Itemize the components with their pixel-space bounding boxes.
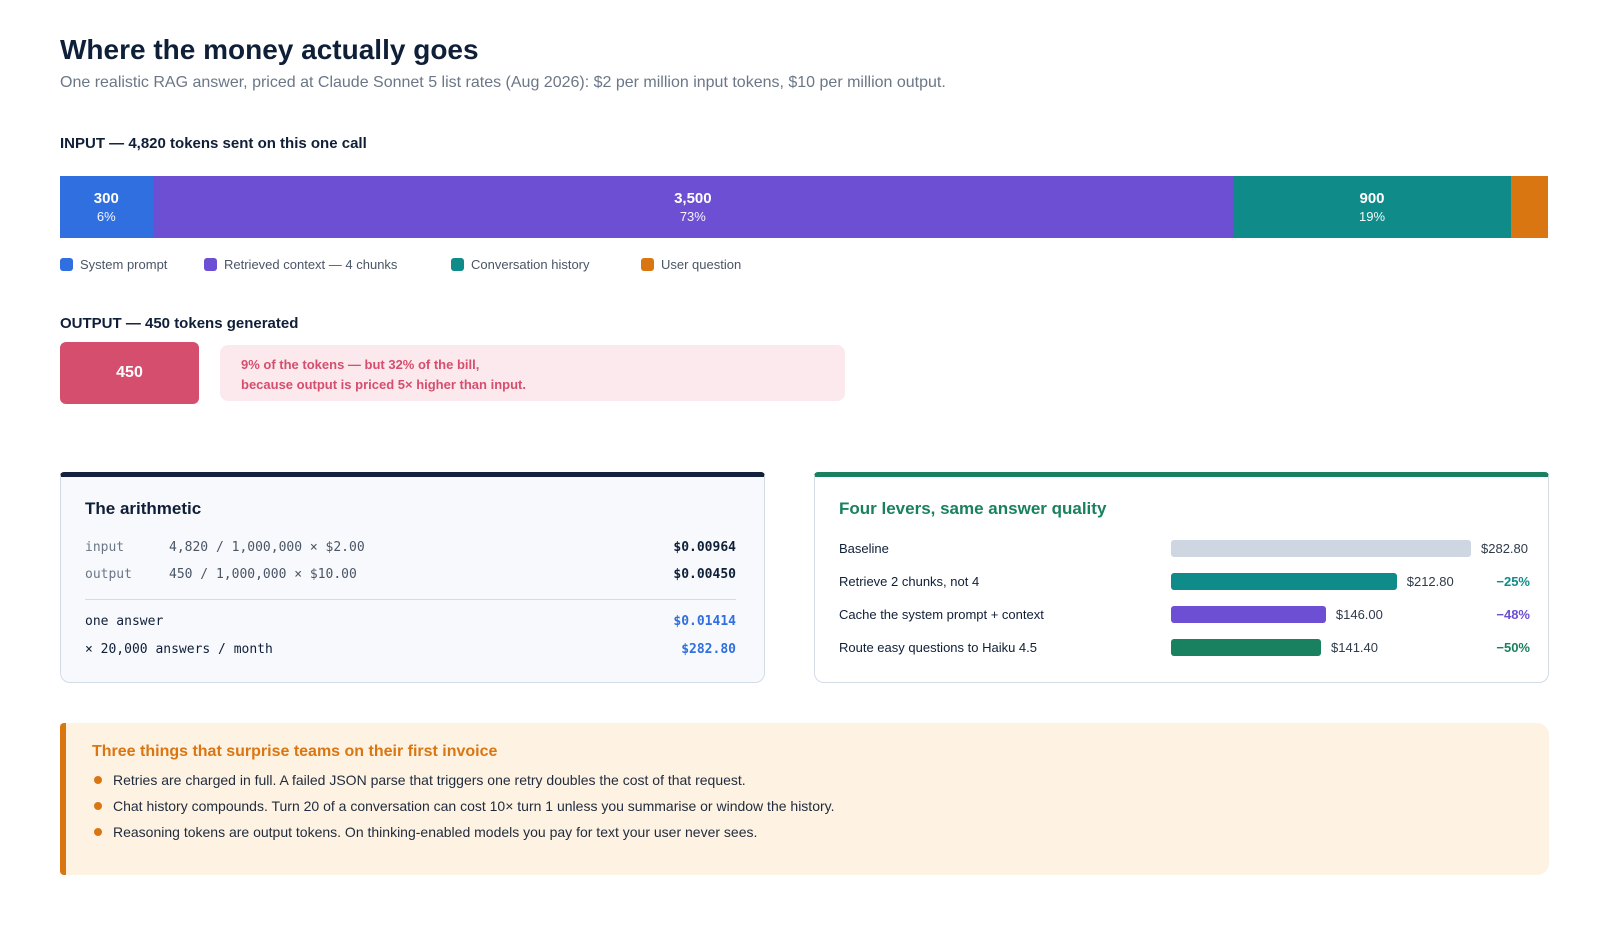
callout-item-text: Retries are charged in full. A failed JS… [113, 772, 746, 788]
callout-item-text: Chat history compounds. Turn 20 of a con… [113, 798, 835, 814]
arithmetic-value: $0.00450 [673, 567, 736, 582]
arithmetic-card: The arithmetic input 4,820 / 1,000,000 ×… [60, 472, 765, 683]
input-legend: System prompt Retrieved context — 4 chunk… [60, 257, 860, 273]
page-subtitle: One realistic RAG answer, priced at Clau… [60, 74, 946, 91]
input-section-label: INPUT — 4,820 tokens sent on this one ca… [60, 135, 367, 152]
input-bar-segment-value: 300 [93, 189, 119, 207]
legend-swatch [60, 258, 73, 271]
arithmetic-total-key: × 20,000 answers / month [85, 642, 273, 657]
lever-cost: $141.40 [1331, 640, 1378, 655]
legend-swatch [204, 258, 217, 271]
arithmetic-value: $0.00964 [673, 540, 736, 555]
input-bar-segment: 900 19% [1233, 176, 1511, 238]
input-bar-segment-percent: 19% [1358, 208, 1386, 224]
callout-item: Chat history compounds. Turn 20 of a con… [92, 798, 835, 824]
arithmetic-key: input [85, 540, 125, 555]
legend-label: System prompt [80, 257, 168, 272]
lever-bar [1171, 606, 1326, 623]
output-note-line-2: because output is priced 5× higher than … [241, 377, 526, 392]
lever-cost: $146.00 [1335, 607, 1383, 622]
bullet-dot-icon [94, 776, 102, 784]
lever-label: Route easy questions to Haiku 4.5 [839, 640, 1038, 655]
lever-delta: −50% [1496, 640, 1530, 655]
bullet-dot-icon [94, 802, 102, 810]
arithmetic-row-output: output 450 / 1,000,000 × $10.00 $0.00450 [85, 567, 736, 585]
surprises-callout: Three things that surprise teams on thei… [60, 723, 1549, 875]
arithmetic-total-value: $282.80 [681, 642, 736, 657]
callout-item: Retries are charged in full. A failed JS… [92, 772, 835, 798]
legend-swatch [641, 258, 654, 271]
arithmetic-total-one-answer: one answer $0.01414 [85, 614, 736, 632]
legend-item: Retrieved context — 4 chunks [204, 257, 397, 272]
arithmetic-total-key: one answer [85, 614, 164, 629]
levers-card: Four levers, same answer quality Baselin… [814, 472, 1549, 683]
page-title: Where the money actually goes [60, 34, 479, 65]
lever-bar [1171, 639, 1321, 656]
legend-label: User question [661, 257, 742, 272]
lever-row: Baseline $282.80 [839, 539, 1530, 559]
input-bar-segment-percent: 6% [96, 208, 116, 224]
arithmetic-expression: 4,820 / 1,000,000 × $2.00 [169, 540, 365, 555]
lever-row: Retrieve 2 chunks, not 4 $212.80 −25% [839, 572, 1530, 592]
lever-bar [1171, 540, 1471, 557]
input-bar-segment-value: 3,500 [674, 189, 712, 207]
arithmetic-key: output [85, 567, 132, 582]
input-bar-segment: 300 6% [60, 176, 153, 238]
arithmetic-expression: 450 / 1,000,000 × $10.00 [169, 567, 357, 582]
input-bar-segment [1510, 176, 1548, 238]
callout-item-text: Reasoning tokens are output tokens. On t… [113, 824, 758, 840]
arithmetic-total-value: $0.01414 [673, 614, 736, 629]
output-note: 9% of the tokens — but 32% of the bill, … [220, 345, 845, 401]
input-stacked-bar: 300 6% 3,500 73% 900 19% [60, 176, 1548, 238]
input-bar-segment: 3,500 73% [152, 176, 1234, 238]
arithmetic-divider [85, 599, 736, 600]
callout-title: Three things that surprise teams on thei… [92, 743, 498, 760]
lever-delta: −25% [1496, 574, 1530, 589]
input-bar-segment-percent: 73% [679, 208, 706, 224]
callout-item: Reasoning tokens are output tokens. On t… [92, 824, 835, 850]
legend-item: System prompt [60, 257, 167, 272]
legend-item: User question [641, 257, 741, 272]
legend-label: Conversation history [471, 257, 590, 272]
lever-label: Baseline [839, 541, 889, 556]
input-bar-segment-value: 900 [1359, 189, 1385, 207]
legend-item: Conversation history [451, 257, 590, 272]
lever-delta: −48% [1496, 607, 1530, 622]
output-note-line-1: 9% of the tokens — but 32% of the bill, [241, 357, 480, 372]
legend-label: Retrieved context — 4 chunks [224, 257, 398, 272]
lever-cost: $282.80 [1481, 541, 1528, 556]
arithmetic-row-input: input 4,820 / 1,000,000 × $2.00 $0.00964 [85, 540, 736, 558]
lever-label: Retrieve 2 chunks, not 4 [839, 574, 980, 589]
output-token-block: 450 [60, 342, 199, 404]
arithmetic-total-monthly: × 20,000 answers / month $282.80 [85, 642, 736, 660]
output-section-label: OUTPUT — 450 tokens generated [60, 315, 299, 332]
bullet-dot-icon [94, 828, 102, 836]
legend-swatch [451, 258, 464, 271]
callout-list: Retries are charged in full. A failed JS… [92, 772, 835, 850]
lever-row: Cache the system prompt + context $146.00… [839, 605, 1530, 625]
arithmetic-title: The arithmetic [85, 499, 202, 518]
lever-row: Route easy questions to Haiku 4.5 $141.40… [839, 638, 1530, 658]
levers-title: Four levers, same answer quality [839, 499, 1107, 518]
lever-cost: $212.80 [1406, 574, 1454, 589]
lever-bar [1171, 573, 1397, 590]
lever-label: Cache the system prompt + context [839, 607, 1044, 622]
